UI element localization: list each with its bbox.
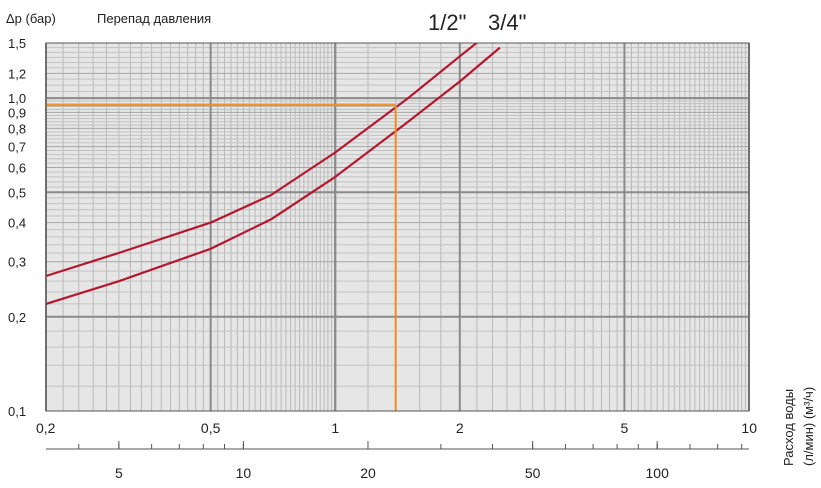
x2-tick-label: 5	[115, 465, 123, 481]
x-tick-label: 0,5	[201, 420, 221, 436]
y-axis-label: Δp (бар)	[6, 11, 56, 26]
y-tick-label: 1,2	[8, 66, 26, 81]
x-axis-label-bottom: (л/мин) (м³/ч)	[801, 387, 816, 466]
x-tick-label: 2	[456, 420, 464, 436]
y-tick-label: 0,6	[8, 161, 26, 176]
legend-series-2: 3/4"	[488, 10, 526, 35]
y-tick-label: 0,3	[8, 255, 26, 270]
x-tick-label: 0,2	[36, 420, 56, 436]
y-tick-label: 0,1	[8, 404, 26, 419]
chart-title: Перепад давления	[97, 11, 211, 26]
x2-tick-label: 20	[360, 465, 376, 481]
series-layer	[46, 43, 501, 305]
x2-tick-label: 100	[646, 465, 670, 481]
series-line-1	[46, 43, 479, 278]
annotation-layer	[46, 104, 397, 411]
y-tick-label: 1,0	[8, 91, 26, 106]
x2-tick-label: 10	[236, 465, 252, 481]
y-tick-label: 0,4	[8, 216, 26, 231]
y-tick-label: 0,8	[8, 121, 26, 136]
x-tick-label: 1	[331, 420, 339, 436]
y-tick-label: 0,7	[8, 140, 26, 155]
x-axis-ticks: 0,2 0,5 1 2 5 10	[36, 420, 757, 436]
y-tick-label: 1,5	[8, 36, 26, 51]
y-axis-ticks: 0,1 0,2 0,3 0,4 0,5 0,6 0,7 0,80,91,0 1,2 1,5	[8, 36, 26, 419]
x-axis-label-top: Расход воды	[781, 389, 796, 466]
x2-tick-label: 50	[525, 465, 541, 481]
plot-frame	[45, 42, 750, 412]
x-tick-label: 5	[621, 420, 629, 436]
secondary-x-axis: 5 10 20 50 100	[46, 441, 749, 481]
legend-series-1: 1/2"	[428, 10, 466, 35]
y-tick-label: 0,9	[8, 105, 26, 120]
y-tick-label: 0,2	[8, 310, 26, 325]
series-line-2	[46, 46, 501, 305]
y-tick-label: 0,5	[8, 185, 26, 200]
x-tick-label: 10	[741, 420, 757, 436]
